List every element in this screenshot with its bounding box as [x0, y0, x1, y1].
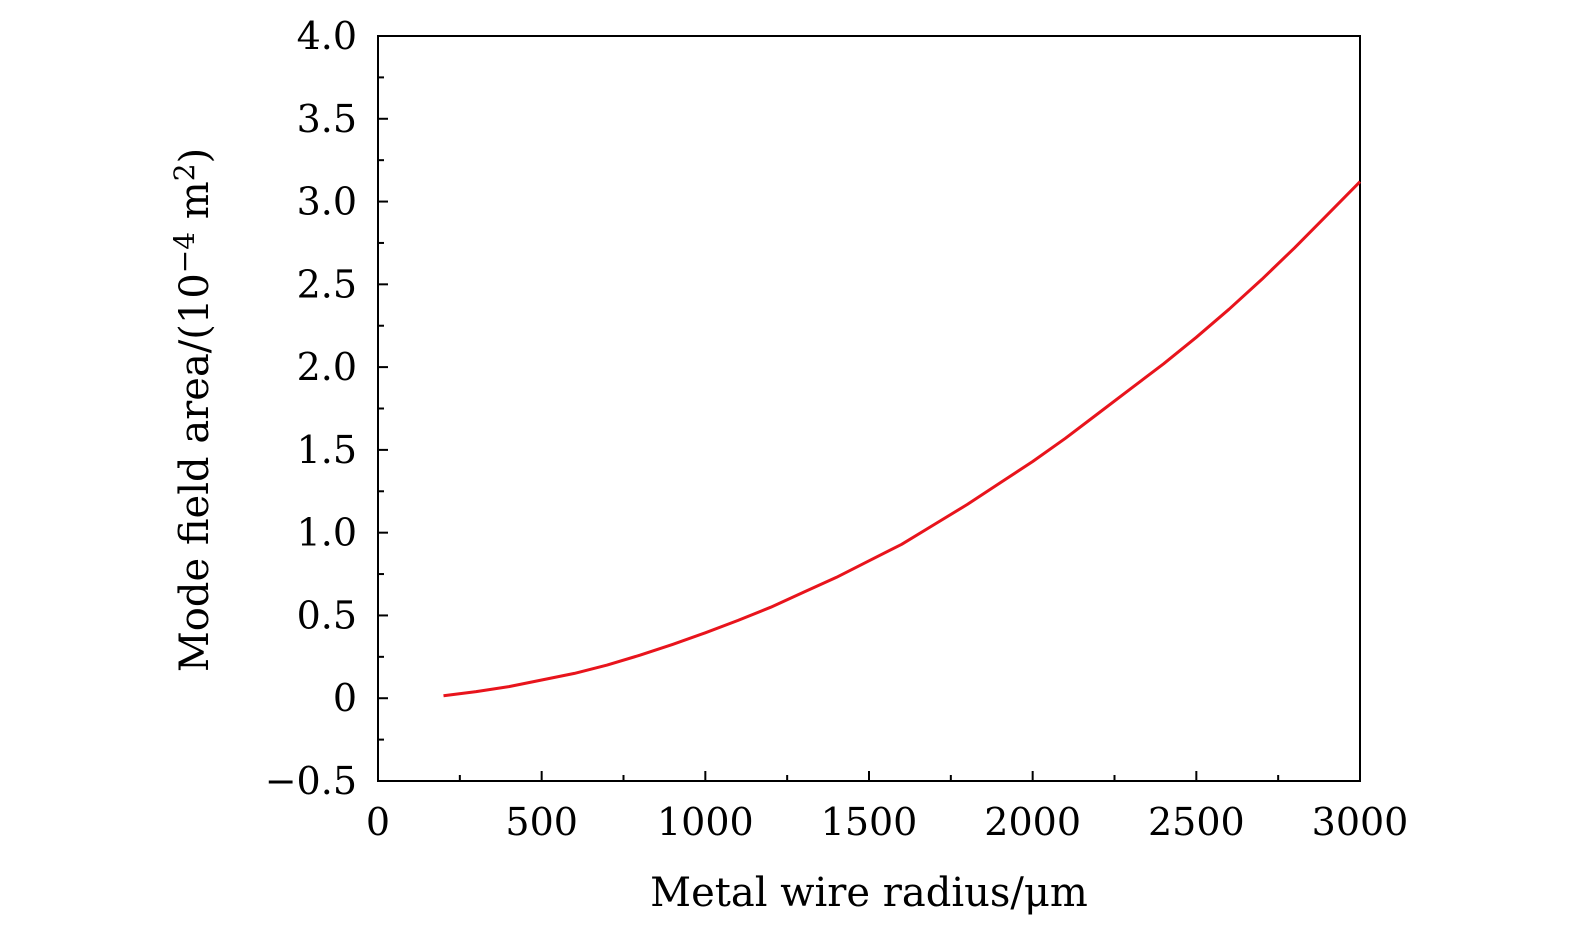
- x-ticks: 0 500 1000 1500 2000 2500 3000: [366, 771, 1408, 844]
- x-tick-label: 1000: [657, 800, 754, 844]
- plot-frame: [377, 35, 1361, 782]
- y-tick-label: 3.5: [297, 97, 357, 141]
- y-tick-label: 3.0: [297, 180, 357, 224]
- y-axis-title-unit: m: [172, 181, 218, 232]
- y-tick-label: 2.5: [297, 262, 357, 306]
- y-tick-label: 1.0: [297, 511, 357, 555]
- y-ticks: −0.5 0 0.5 1.0 1.5 2.0 2.5 3.0 3.5 4.0: [265, 14, 388, 803]
- x-tick-label: 2500: [1148, 800, 1245, 844]
- y-tick-label: −0.5: [265, 759, 357, 803]
- x-tick-label: 2000: [984, 800, 1081, 844]
- y-axis-title-close: ): [172, 148, 218, 164]
- series-layer: [443, 180, 1362, 698]
- x-tick-label: 0: [366, 800, 390, 844]
- x-tick-label: 1500: [821, 800, 918, 844]
- x-tick-label: 3000: [1312, 800, 1409, 844]
- series-line: [443, 180, 1362, 698]
- y-tick-label: 0.5: [297, 593, 357, 637]
- x-tick-label: 500: [505, 800, 578, 844]
- y-tick-label: 0: [333, 676, 357, 720]
- y-axis-title-main: Mode field area/(10: [172, 273, 218, 672]
- y-axis-title-unit-exponent: 2: [168, 163, 201, 181]
- x-axis-title: Metal wire radius/μm: [650, 870, 1088, 916]
- y-axis-title: Mode field area/(10−4 m2): [168, 148, 218, 672]
- y-tick-label: 1.5: [297, 428, 357, 472]
- y-axis-title-exponent: −4: [168, 232, 201, 273]
- y-tick-label: 4.0: [297, 14, 357, 58]
- y-tick-label: 2.0: [297, 345, 357, 389]
